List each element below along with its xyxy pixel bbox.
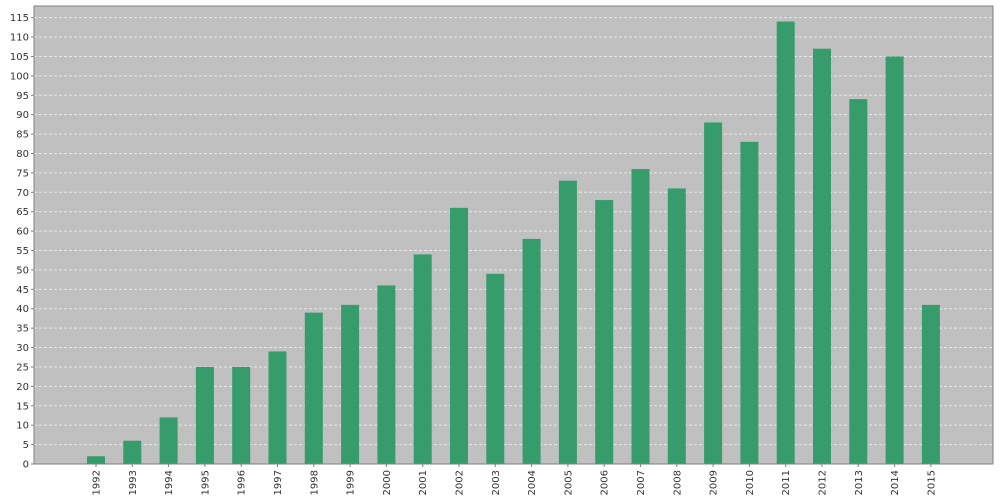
y-tick-label: 0 <box>23 460 29 471</box>
bar-1999 <box>341 304 360 464</box>
x-tick-label: 2012 <box>818 470 829 495</box>
bar-2000 <box>377 285 396 464</box>
bar-1998 <box>304 312 323 464</box>
x-tick-label: 2015 <box>926 470 937 495</box>
y-tick-label: 50 <box>16 265 29 276</box>
y-tick-label: 90 <box>16 110 29 121</box>
y-tick-label: 55 <box>16 246 29 257</box>
y-tick-label: 20 <box>16 382 29 393</box>
bar-2005 <box>558 180 577 464</box>
x-tick-label: 2009 <box>709 470 720 495</box>
bar-2007 <box>631 169 650 464</box>
x-axis-ticks: 1992 1993 1994 1995 1996 1997 1998 1999 2000 2001… <box>92 464 937 495</box>
x-tick-label: 1995 <box>200 470 211 495</box>
bar-1997 <box>268 351 287 464</box>
bar-1993 <box>123 440 142 464</box>
bar-2003 <box>486 273 505 464</box>
y-tick-label: 30 <box>16 343 29 354</box>
y-tick-label: 100 <box>10 71 29 82</box>
bar-2004 <box>522 238 541 464</box>
x-tick-label: 2005 <box>563 470 574 495</box>
y-tick-label: 5 <box>23 440 29 451</box>
x-tick-label: 2008 <box>672 470 683 495</box>
x-tick-label: 2000 <box>382 470 393 495</box>
y-tick-label: 75 <box>16 168 29 179</box>
bar-2015 <box>921 304 940 464</box>
x-tick-label: 1992 <box>92 470 103 495</box>
bar-1996 <box>232 366 251 464</box>
bar-2002 <box>450 207 468 464</box>
x-tick-label: 1993 <box>128 470 139 495</box>
y-tick-label: 45 <box>16 285 29 296</box>
y-tick-label: 15 <box>16 401 29 412</box>
y-tick-label: 60 <box>16 227 29 238</box>
x-tick-label: 2010 <box>745 470 756 495</box>
y-tick-label: 110 <box>10 33 29 44</box>
y-tick-label: 85 <box>16 130 29 141</box>
x-tick-label: 2001 <box>418 470 429 495</box>
bar-1992 <box>87 456 105 464</box>
bar-2006 <box>595 200 614 464</box>
y-tick-label: 40 <box>16 304 29 315</box>
x-tick-label: 2002 <box>455 470 466 495</box>
x-tick-label: 2003 <box>491 470 502 495</box>
x-tick-label: 1994 <box>164 470 175 495</box>
bar-1995 <box>195 366 214 464</box>
y-tick-label: 95 <box>16 91 29 102</box>
plot-area <box>34 6 993 464</box>
x-tick-label: 1999 <box>346 470 357 495</box>
x-tick-label: 2007 <box>636 470 647 495</box>
bar-2001 <box>413 254 432 464</box>
x-tick-label: 1997 <box>273 470 284 495</box>
bar-2011 <box>776 21 795 465</box>
x-tick-label: 2004 <box>527 470 538 495</box>
y-tick-label: 115 <box>10 13 29 24</box>
y-tick-label: 105 <box>10 52 29 63</box>
y-tick-label: 25 <box>16 362 29 373</box>
bar-2008 <box>667 188 686 465</box>
y-tick-label: 65 <box>16 207 29 218</box>
x-tick-label: 2014 <box>890 470 901 495</box>
x-tick-label: 1998 <box>309 470 320 495</box>
bar-2013 <box>849 99 868 465</box>
x-tick-label: 2013 <box>854 470 865 495</box>
bar-2009 <box>704 122 723 465</box>
bar-2010 <box>740 141 759 464</box>
y-axis-ticks: 0 5 10 15 20 25 30 35 40 45 50 55 60 65 70 75 80 85 90 95 10… <box>10 13 34 471</box>
y-tick-label: 10 <box>16 421 29 432</box>
y-tick-label: 35 <box>16 324 29 335</box>
bar-2012 <box>813 48 831 464</box>
bar-1994 <box>159 417 178 464</box>
y-tick-label: 70 <box>16 188 29 199</box>
x-tick-label: 2006 <box>600 470 611 495</box>
x-tick-label: 2011 <box>781 470 792 495</box>
plot-border <box>33 5 994 465</box>
bar-2014 <box>885 56 904 464</box>
bars <box>87 21 940 465</box>
y-tick-label: 80 <box>16 149 29 160</box>
x-tick-label: 1996 <box>237 470 248 495</box>
